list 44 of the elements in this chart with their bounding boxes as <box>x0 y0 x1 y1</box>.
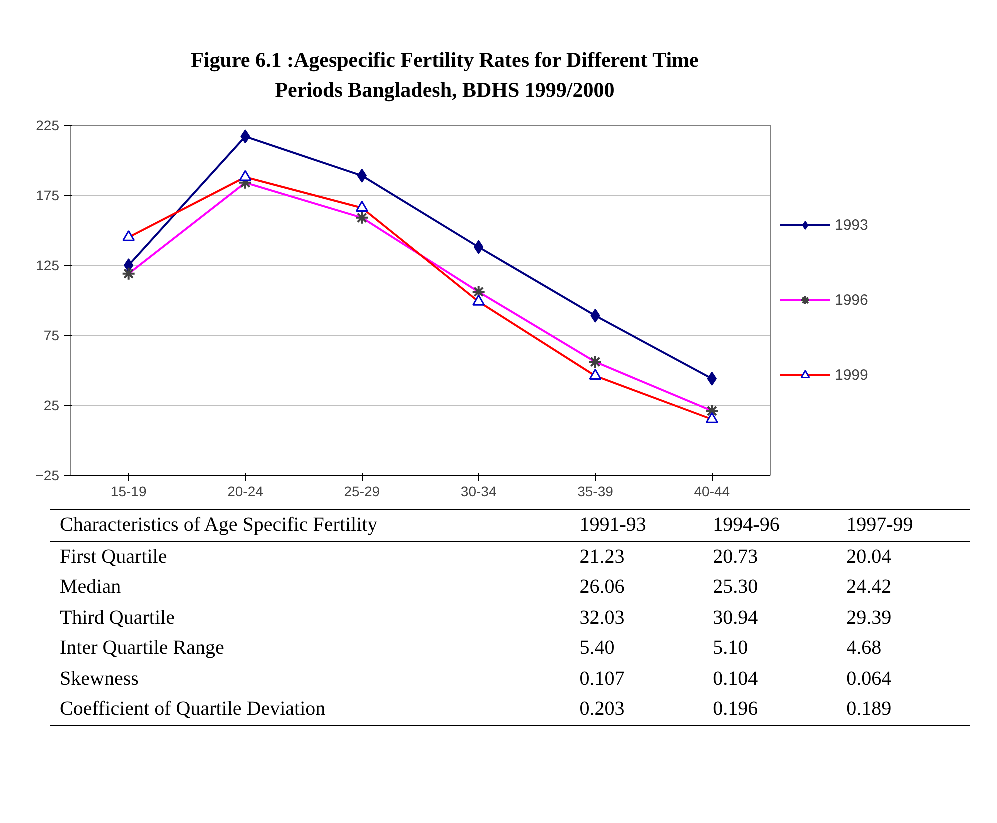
text: 5.10 <box>712 636 750 662</box>
x-tick-label: 30-34 <box>460 484 497 500</box>
text: 20.73 <box>712 544 760 570</box>
chart-title: Figure 6.1 :Agespecific Fertility Rates for Different Time Periods Bangladesh, BDHS 1999/2000 <box>190 47 700 104</box>
text: 1991-93 <box>570 510 704 542</box>
y-tick-label: 175 <box>36 188 60 204</box>
x-tick-label: 20-24 <box>228 484 264 500</box>
x-tick-label: 15-19 <box>110 484 147 500</box>
text: 29.39 <box>846 606 893 631</box>
legend-label: 1993 <box>835 216 868 234</box>
text: 5.40 <box>578 636 616 662</box>
text: Inter Quartile Range <box>59 636 226 662</box>
text: 0.189 <box>836 694 970 726</box>
x-tick-label: 35-39 <box>578 484 614 500</box>
legend-label: 1999 <box>835 366 868 384</box>
text: 1994-96 <box>703 510 837 542</box>
text: Median <box>59 575 122 600</box>
text: 21.23 <box>578 544 626 570</box>
text: 32.03 <box>578 606 626 631</box>
text: Third Quartile <box>59 606 176 631</box>
text: 0.104 <box>712 666 760 692</box>
text: 0.203 <box>570 694 704 726</box>
text: 4.68 <box>846 636 883 662</box>
text: 24.42 <box>846 575 893 600</box>
text: 30.94 <box>712 606 760 631</box>
y-tick-label: 125 <box>36 258 60 274</box>
y-tick-label: −25 <box>36 468 60 484</box>
text: 25.30 <box>712 575 760 600</box>
text: Characteristics of Age Specific Fertility <box>50 510 570 542</box>
text: First Quartile <box>59 544 168 570</box>
text: 1997-99 <box>836 510 970 542</box>
text: 20.04 <box>846 544 893 570</box>
y-tick-label: 25 <box>44 398 60 414</box>
text: 0.064 <box>846 666 893 692</box>
y-tick-label: 75 <box>44 328 60 344</box>
text: Skewness <box>59 666 140 692</box>
text: 0.196 <box>703 694 837 726</box>
text: Coefficient of Quartile Deviation <box>50 694 570 726</box>
text: 0.107 <box>578 666 626 692</box>
x-tick-label: 25-29 <box>344 484 380 500</box>
legend-label: 1996 <box>835 292 868 308</box>
y-tick-label: 225 <box>36 118 60 134</box>
text: 26.06 <box>578 575 626 600</box>
x-tick-label: 40-44 <box>694 484 730 500</box>
